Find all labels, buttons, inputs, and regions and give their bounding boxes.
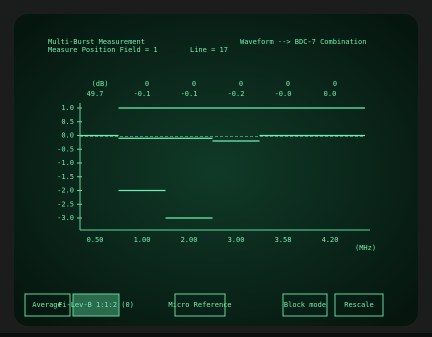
y-tick-label: 0.5: [61, 118, 74, 126]
reading-header: 0: [192, 80, 196, 88]
softkey-label[interactable]: Micro Reference: [168, 301, 231, 309]
subtitle: Measure Position Field = 1: [48, 46, 158, 54]
x-tick-label: 0.50: [87, 236, 104, 244]
x-tick-label: 4.20: [322, 236, 339, 244]
line-label: Line = 17: [190, 46, 228, 54]
reading-header: 0: [333, 80, 337, 88]
y-tick-label: -0.5: [57, 145, 74, 153]
reading-header: 0: [145, 80, 149, 88]
reading-header: (dB): [92, 80, 109, 88]
y-tick-label: -2.0: [57, 187, 74, 195]
y-tick-label: 0.0: [61, 132, 74, 140]
softkey-label[interactable]: Rescale: [344, 301, 374, 309]
crt: [14, 14, 418, 326]
x-tick-label: 3.00: [228, 236, 245, 244]
reading: -0.1: [181, 90, 198, 98]
y-tick-label: -1.5: [57, 173, 74, 181]
reading-header: 0: [286, 80, 290, 88]
reading: 0.0: [324, 90, 337, 98]
x-unit: (MHz): [355, 244, 376, 252]
reading: 49.7: [87, 90, 104, 98]
softkey-label[interactable]: Block mode: [284, 301, 326, 309]
y-tick-label: -1.0: [57, 159, 74, 167]
screen: Multi-Burst Measurement Measure Position…: [0, 0, 432, 333]
x-tick-label: 1.00: [134, 236, 151, 244]
reading: -0.1: [134, 90, 151, 98]
x-tick-label: 3.58: [275, 236, 292, 244]
reading: -0.2: [228, 90, 245, 98]
y-tick-label: -3.0: [57, 214, 74, 222]
mode: Waveform --> BDC-7 Combination: [240, 38, 366, 46]
x-tick-label: 2.00: [181, 236, 198, 244]
y-tick-label: -2.5: [57, 200, 74, 208]
softkey-label[interactable]: Fi-Lev-B 1:1:2 (0): [58, 301, 134, 309]
y-tick-label: 1.0: [61, 104, 74, 112]
reading-header: 0: [239, 80, 243, 88]
reading: -0.0: [275, 90, 292, 98]
title: Multi-Burst Measurement: [48, 38, 145, 46]
